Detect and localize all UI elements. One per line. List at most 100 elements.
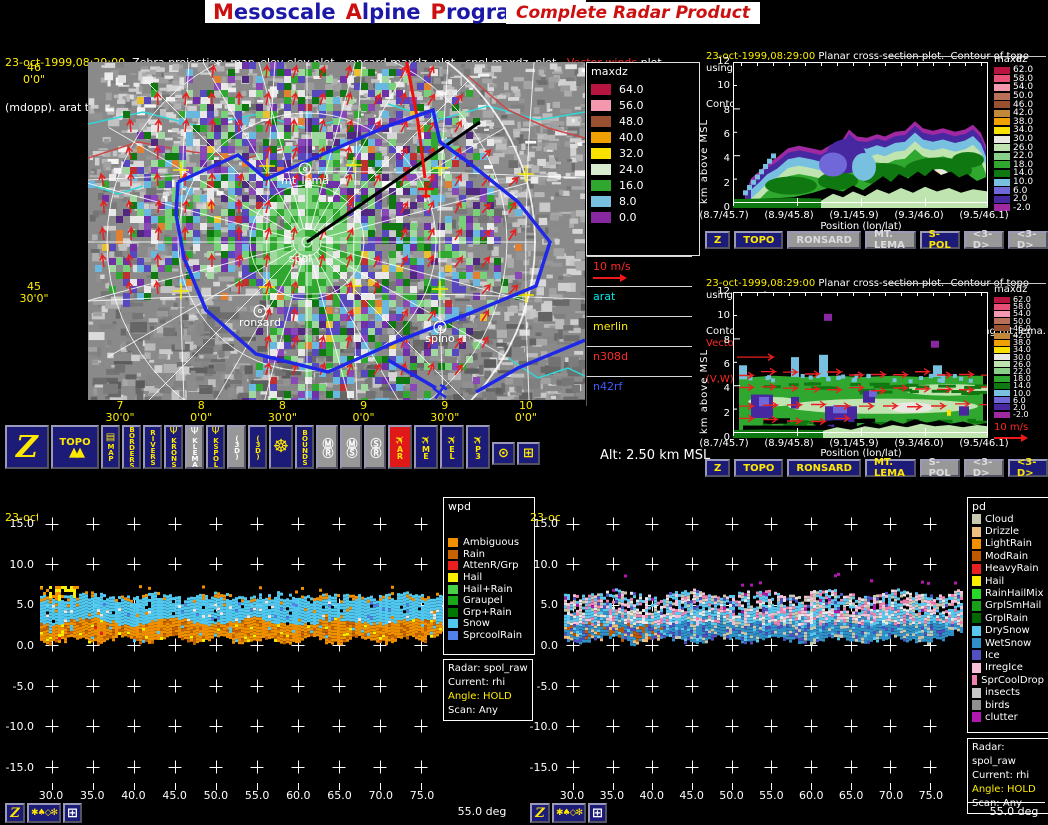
scrollbar[interactable] — [967, 802, 1045, 803]
cross-section-2-canvas[interactable] — [733, 292, 988, 438]
toolbar-button-label: BORDERS — [128, 426, 136, 468]
panel-button[interactable]: <3-D> — [963, 229, 1004, 251]
toolbar-button[interactable]: BOUNDS — [295, 425, 314, 469]
y-tick: 8 — [723, 104, 730, 116]
panel-button[interactable]: <3-D> — [1007, 229, 1048, 251]
legend-value: 38.0 — [1013, 116, 1034, 127]
panel-button[interactable]: <3-D> — [963, 457, 1004, 479]
panel-button[interactable]: RONSARD — [787, 231, 861, 249]
toolbar-button-icon: Ψ — [190, 426, 199, 437]
legend-swatch — [994, 397, 1010, 404]
legend-value: 62.0 — [1013, 295, 1031, 305]
radar-map-canvas[interactable] — [88, 62, 585, 400]
toolbar-button[interactable]: Ψ KLEMA — [185, 425, 204, 469]
mini-toolbar-button[interactable]: ✱♠◇✻ — [27, 803, 61, 823]
panel-button[interactable]: RONSARD — [787, 459, 861, 477]
pd-angle-readout: 55.0 deg — [989, 805, 1039, 818]
y-tick: 0 — [723, 201, 730, 213]
legend-entry: Hail — [448, 572, 530, 584]
toolbar-button[interactable]: Ψ KSPOL — [206, 425, 225, 469]
wpd-plot-canvas[interactable] — [38, 503, 443, 790]
legend-entry: Cloud — [972, 513, 1044, 525]
pd-plot-canvas[interactable] — [560, 503, 965, 790]
legend-swatch — [994, 204, 1010, 212]
legend-entry: 62.0 — [994, 295, 1031, 305]
legend-value: 48.0 — [619, 114, 644, 128]
legend-swatch — [994, 303, 1010, 310]
toolbar-button[interactable]: ⓂⓈ — [340, 425, 362, 469]
radar-info-line: Radar: spol_raw — [972, 742, 1016, 767]
toolbar-button[interactable]: RIVERS — [143, 425, 162, 469]
toolbar-button[interactable]: BORDERS — [122, 425, 141, 469]
legend-label: WetSnow — [985, 637, 1032, 649]
mini-toolbar-button[interactable]: ⊞ — [588, 803, 607, 823]
y-tick: 0 — [723, 431, 730, 443]
panel-button[interactable]: Z — [705, 459, 731, 477]
y-tick: 10.0 — [533, 557, 559, 571]
legend-value: 22.0 — [1013, 366, 1031, 376]
toolbar-button[interactable]: (3D) — [248, 425, 267, 469]
mini-toolbar-button[interactable]: Z — [530, 803, 550, 823]
legend-entry: LightRain — [972, 538, 1044, 550]
map-y-axis: 46 0'0" 45 30'0" — [4, 62, 64, 400]
pd-y-ticks: 15.0 10.0 5.0 0.0 -5.0 -10.0 -15.0 — [524, 517, 558, 774]
title-word: Mesoscale — [213, 0, 336, 24]
toolbar-button[interactable]: ⊙ — [492, 442, 515, 465]
toolbar-button-icon: Ψ — [211, 426, 220, 437]
toolbar-button[interactable]: ✈ ME — [414, 425, 438, 469]
toolbar-button[interactable]: ⓂⓇ — [316, 425, 338, 469]
wpd-radar-info: Radar: spol_raw Current: rhi Angle: HOLD Sc… — [443, 659, 533, 721]
toolbar-button[interactable]: Z — [5, 425, 49, 469]
xsec1-x-label: Position (lon/lat) — [820, 221, 902, 232]
panel-button[interactable]: TOPO — [734, 231, 784, 249]
toolbar-button[interactable]: ⊞ — [517, 442, 540, 465]
legend-value: 8.0 — [619, 194, 637, 208]
toolbar-button-label: KLEMA — [191, 437, 199, 467]
legend-swatch — [448, 596, 458, 606]
mini-toolbar-button[interactable]: ⊞ — [63, 803, 82, 823]
cross-section-1-canvas[interactable] — [733, 62, 988, 208]
toolbar-button-label: BOUNDS — [301, 429, 309, 465]
panel-button[interactable]: MT. LEMA — [864, 229, 916, 251]
panel-button[interactable]: <3-D> — [1007, 457, 1048, 479]
toolbar-button[interactable]: ▲▲ TOPO — [51, 425, 99, 469]
mini-toolbar-button[interactable]: ✱♠◇✻ — [552, 803, 586, 823]
legend-entry: 32.0 — [591, 145, 695, 161]
legend-swatch — [591, 147, 611, 159]
legend-value: -2.0 — [1013, 202, 1031, 213]
y-tick: -10.0 — [529, 720, 558, 734]
panel-button[interactable]: S-POL — [919, 457, 960, 479]
legend-swatch — [591, 163, 611, 175]
toolbar-button[interactable]: Ψ KRONS — [164, 425, 183, 469]
toolbar-button[interactable]: (3D) — [227, 425, 246, 469]
legend-swatch — [591, 179, 611, 191]
legend-swatch — [994, 382, 1010, 389]
panel-button[interactable]: TOPO — [734, 459, 784, 477]
legend-swatch — [994, 118, 1010, 126]
toolbar-button[interactable]: ✈ AR — [388, 425, 412, 469]
legend-swatch — [448, 538, 458, 548]
toolbar-button-label: P3 — [473, 445, 483, 459]
toolbar-button[interactable]: ⓈⓇ — [364, 425, 386, 469]
panel-button-label: TOPO — [743, 234, 775, 246]
legend-label: IrregIce — [985, 662, 1023, 674]
toolbar-button[interactable]: ✈ EL — [440, 425, 464, 469]
toolbar-button[interactable]: ☸ — [269, 425, 293, 469]
panel-button[interactable]: S-POL — [919, 229, 960, 251]
overlay-key: n308d — [586, 346, 692, 376]
legend-swatch — [448, 607, 458, 617]
xsec2-vector-scale: 10 m/s — [994, 420, 1028, 442]
map-x-tick: 8 0'0" — [190, 399, 213, 424]
panel-button-label: <3-D> — [972, 229, 993, 251]
toolbar-button[interactable]: ✈ P3 — [466, 425, 490, 469]
legend-label: ModRain — [985, 550, 1029, 562]
toolbar-button[interactable]: ▤ MAP — [101, 425, 120, 469]
legend-swatch — [972, 650, 981, 661]
legend-entry: birds — [972, 699, 1044, 711]
mini-toolbar-button[interactable]: Z — [5, 803, 25, 823]
legend-label: RainHailMix — [985, 588, 1044, 600]
legend-swatch — [994, 368, 1010, 375]
panel-button[interactable]: Z — [705, 231, 731, 249]
panel-button[interactable]: MT. LEMA — [864, 457, 916, 479]
legend-value: -2.0 — [1013, 410, 1029, 420]
